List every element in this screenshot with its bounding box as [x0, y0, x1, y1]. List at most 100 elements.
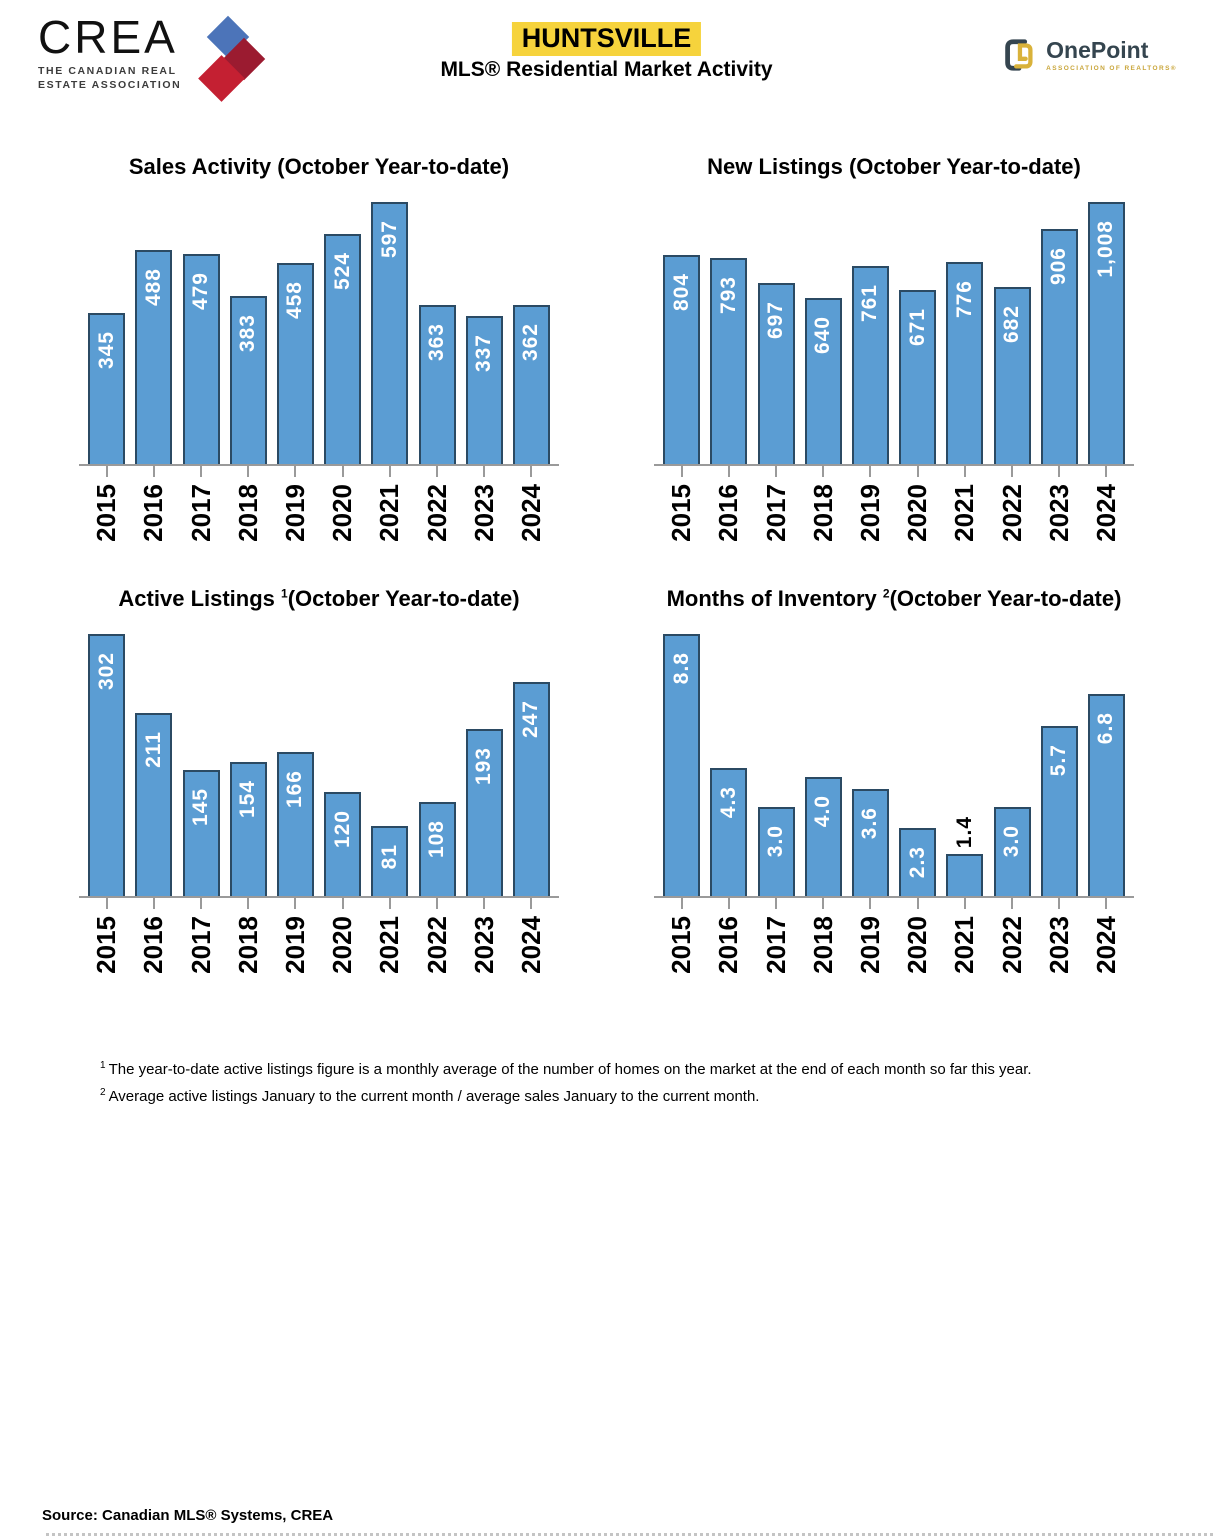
x-axis-tick: [530, 466, 533, 477]
x-axis-slot: 2020: [894, 897, 941, 974]
bar-value-label: 3.0: [764, 824, 787, 858]
bar-slot: 166: [272, 630, 319, 896]
x-tick-label: 2015: [666, 915, 697, 974]
x-axis-slot: 2015: [83, 466, 130, 542]
bar-slot: 6.8: [1083, 630, 1130, 896]
bar: 776: [946, 262, 984, 464]
chart-title-sup: 2: [882, 586, 890, 601]
crea-wordmark: CREA: [38, 11, 178, 63]
footnote-2-text: Average active listings January to the c…: [108, 1087, 760, 1105]
bar-slot: 3.6: [847, 630, 894, 896]
bar: 4.3: [710, 767, 748, 896]
x-tick-label: 2017: [760, 484, 791, 542]
x-axis-slot: 2024: [1083, 466, 1130, 542]
x-axis-slot: 2016: [130, 466, 177, 542]
bar-value-label: 211: [141, 730, 165, 768]
x-axis-tick: [869, 897, 872, 909]
x-tick-label: 2020: [327, 915, 358, 974]
bar-value-label: 154: [236, 779, 260, 818]
x-axis-slot: 2016: [130, 897, 177, 974]
footnote-1-marker: 1: [100, 1059, 106, 1071]
chart-title: Months of Inventory 2(October Year-to-da…: [654, 586, 1134, 612]
bar-value-label: 1,008: [1094, 220, 1118, 278]
x-tick-label: 2017: [760, 915, 791, 974]
report-title-block: HUNTSVILLE MLS® Residential Market Activ…: [440, 22, 773, 82]
x-axis-tick: [822, 466, 825, 477]
bar-slot: 804: [658, 198, 705, 464]
x-axis-tick: [436, 466, 439, 477]
bar-slot: 697: [752, 198, 799, 464]
x-axis-slot: 2024: [508, 466, 555, 542]
x-tick-label: 2017: [185, 484, 216, 542]
x-axis-tick: [341, 466, 344, 477]
bar: 362: [512, 305, 550, 464]
x-axis-tick: [105, 897, 108, 909]
x-tick-label: 2020: [327, 484, 358, 542]
bar-slot: 3.0: [988, 630, 1035, 896]
bar-value-label: 145: [189, 787, 212, 826]
footnote-1-text: The year-to-date active listings figure …: [108, 1060, 1032, 1078]
bar-value-label: 1.4: [952, 815, 976, 848]
x-tick-label: 2022: [421, 915, 452, 974]
bar-slot: 8.8: [658, 630, 705, 896]
bar: 804: [663, 255, 701, 464]
bar-value-label: 793: [716, 276, 740, 315]
x-axis-tick: [200, 466, 202, 477]
x-tick-label: 2019: [854, 915, 885, 974]
bar-slot: 193: [461, 630, 508, 896]
x-axis-tick: [916, 466, 919, 477]
bar-value-label: 363: [425, 323, 449, 362]
bar-value-label: 166: [283, 769, 307, 808]
x-tick-label: 2024: [515, 484, 546, 542]
bar: 363: [418, 305, 456, 464]
bar: 479: [182, 254, 220, 464]
chart-active-listings: Active Listings 1(October Year-to-date) …: [79, 586, 559, 974]
crea-logo-text: CREA THE CANADIAN REAL ESTATE ASSOCIATIO…: [38, 14, 181, 92]
bar: 193: [465, 728, 503, 896]
bar-slot: 682: [988, 198, 1035, 464]
bar-value-label: 108: [425, 819, 449, 858]
x-tick-label: 2015: [91, 484, 122, 542]
x-tick-label: 2019: [279, 915, 310, 974]
crea-tagline-line2: ESTATE ASSOCIATION: [38, 79, 182, 92]
bar-value-label: 81: [377, 843, 401, 870]
x-axis-slot: 2021: [941, 897, 988, 974]
bar-slot: 345: [83, 198, 130, 464]
x-tick-label: 2020: [902, 484, 933, 542]
bar-slot: 3.0: [752, 630, 799, 896]
x-axis-tick: [483, 897, 486, 909]
bar: 697: [757, 283, 795, 464]
x-axis-slot: 2016: [705, 466, 752, 542]
bar: 640: [804, 298, 842, 464]
bar-value-label: 3.6: [858, 806, 882, 840]
x-tick-label: 2021: [949, 915, 980, 974]
bar: 4.0: [804, 776, 842, 896]
bar: 2.3: [899, 827, 937, 896]
chart-title-main: New Listings: [707, 154, 849, 179]
x-axis: 2015 2016 2017 2018 2019 2020 2021 2022 2023 2024: [79, 897, 559, 974]
bar-slot: 458: [272, 198, 319, 464]
bar: 154: [229, 761, 267, 896]
x-axis-slot: 2020: [319, 466, 366, 542]
x-axis-tick: [1058, 466, 1061, 477]
x-axis-slot: 2017: [177, 466, 224, 542]
x-axis-slot: 2015: [658, 897, 705, 974]
bar-value-label: 804: [669, 273, 693, 312]
bar-slot: 120: [319, 630, 366, 896]
footnote-2-marker: 2: [100, 1086, 106, 1098]
bar-slot: 211: [130, 630, 177, 896]
bar: 488: [135, 250, 173, 464]
bar-value-label: 761: [858, 284, 882, 323]
bar: 793: [710, 258, 748, 464]
footnote-2: 2 Average active listings January to the …: [100, 1083, 1153, 1110]
bar: 3.6: [851, 788, 889, 896]
bar-value-label: 6.8: [1094, 711, 1118, 745]
bar: 524: [324, 234, 362, 464]
chart-new-listings: New Listings (October Year-to-date) 804 7…: [654, 154, 1134, 542]
x-axis-tick: [963, 897, 966, 909]
chart-title-main: Sales Activity: [128, 154, 278, 179]
x-axis-slot: 2021: [941, 466, 988, 542]
x-axis-tick: [869, 466, 872, 477]
bar-value-label: 193: [472, 746, 496, 785]
bar-slot: 4.3: [705, 630, 752, 896]
